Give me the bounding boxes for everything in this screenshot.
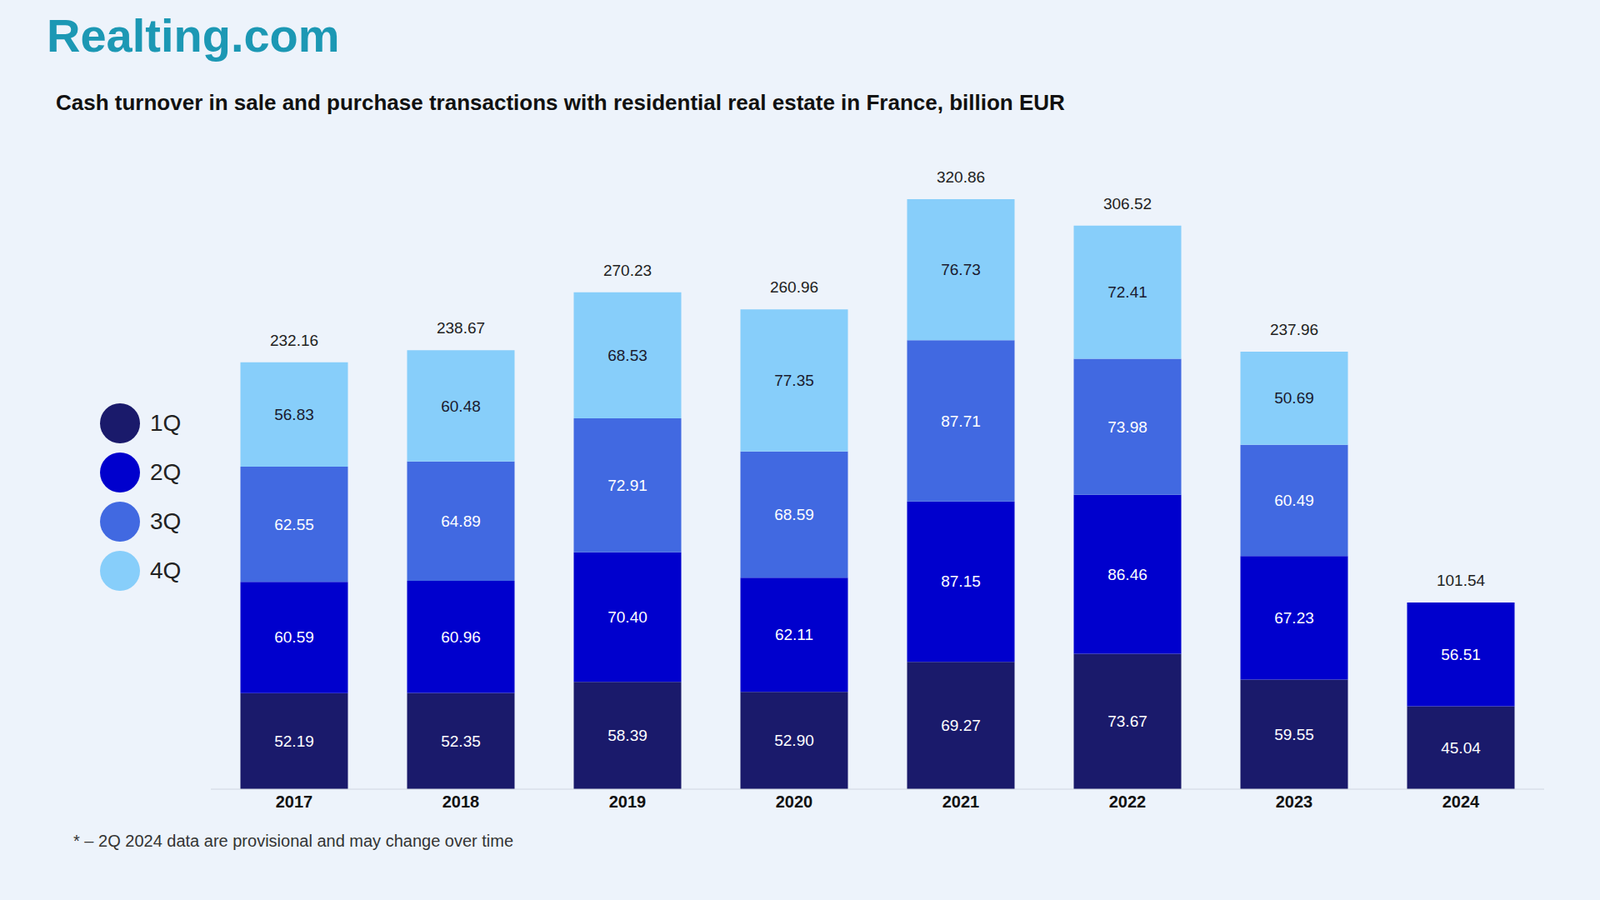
- svg-text:101.54: 101.54: [1436, 571, 1486, 590]
- svg-text:60.49: 60.49: [1274, 491, 1315, 510]
- svg-text:238.67: 238.67: [436, 319, 485, 337]
- svg-text:77.35: 77.35: [774, 371, 815, 390]
- svg-text:62.11: 62.11: [775, 625, 814, 644]
- html-text:3Q: 3Q: [150, 507, 182, 534]
- svg-text:68.53: 68.53: [607, 346, 648, 365]
- svg-text:52.19: 52.19: [274, 732, 315, 750]
- svg-text:2018: 2018: [442, 792, 480, 811]
- svg-text:270.23: 270.23: [603, 261, 652, 280]
- html-text:2Q: 2Q: [150, 458, 182, 485]
- svg-text:59.55: 59.55: [1274, 725, 1315, 744]
- svg-text:76.73: 76.73: [940, 260, 981, 279]
- svg-text:2019: 2019: [609, 792, 647, 811]
- svg-text:52.90: 52.90: [774, 731, 815, 750]
- svg-text:69.27: 69.27: [940, 716, 981, 735]
- svg-text:2020: 2020: [775, 792, 814, 811]
- svg-text:73.98: 73.98: [1107, 418, 1148, 436]
- svg-text:64.89: 64.89: [440, 512, 481, 530]
- svg-text:72.41: 72.41: [1107, 283, 1148, 301]
- svg-text:320.86: 320.86: [936, 168, 985, 186]
- svg-text:237.96: 237.96: [1270, 320, 1319, 339]
- svg-text:87.15: 87.15: [940, 572, 981, 590]
- svg-text:60.59: 60.59: [274, 628, 315, 646]
- html-text:* – 2Q 2024 data are provision: * – 2Q 2024 data are provisional and may…: [73, 831, 514, 850]
- svg-text:260.96: 260.96: [770, 278, 819, 296]
- svg-text:62.55: 62.55: [274, 515, 315, 534]
- html-text:Cash turnover in sale and purc: Cash turnover in sale and purchase trans…: [55, 90, 1065, 115]
- svg-text:72.91: 72.91: [607, 476, 648, 495]
- svg-text:60.48: 60.48: [440, 397, 481, 415]
- html-text:Realting.com: Realting.com: [46, 9, 340, 62]
- svg-text:2023: 2023: [1275, 792, 1314, 811]
- svg-text:60.96: 60.96: [440, 628, 481, 646]
- svg-text:67.23: 67.23: [1274, 609, 1315, 627]
- svg-text:56.83: 56.83: [274, 405, 315, 424]
- svg-text:52.35: 52.35: [440, 732, 481, 750]
- svg-text:50.69: 50.69: [1274, 389, 1315, 407]
- html-text:4Q: 4Q: [150, 557, 182, 583]
- svg-text:2017: 2017: [275, 792, 314, 811]
- svg-text:58.39: 58.39: [607, 726, 648, 745]
- html-text:1Q: 1Q: [150, 409, 182, 436]
- svg-text:87.71: 87.71: [940, 412, 981, 430]
- svg-text:2024: 2024: [1442, 792, 1480, 811]
- svg-text:232.16: 232.16: [270, 331, 319, 350]
- svg-text:45.04: 45.04: [1440, 739, 1481, 757]
- svg-text:2022: 2022: [1109, 792, 1147, 811]
- svg-text:68.59: 68.59: [774, 505, 815, 524]
- svg-text:73.67: 73.67: [1107, 712, 1148, 730]
- svg-text:86.46: 86.46: [1107, 565, 1148, 584]
- svg-text:70.40: 70.40: [607, 608, 648, 626]
- svg-text:2021: 2021: [942, 792, 980, 811]
- svg-text:306.52: 306.52: [1103, 195, 1152, 213]
- svg-text:56.51: 56.51: [1440, 645, 1481, 664]
